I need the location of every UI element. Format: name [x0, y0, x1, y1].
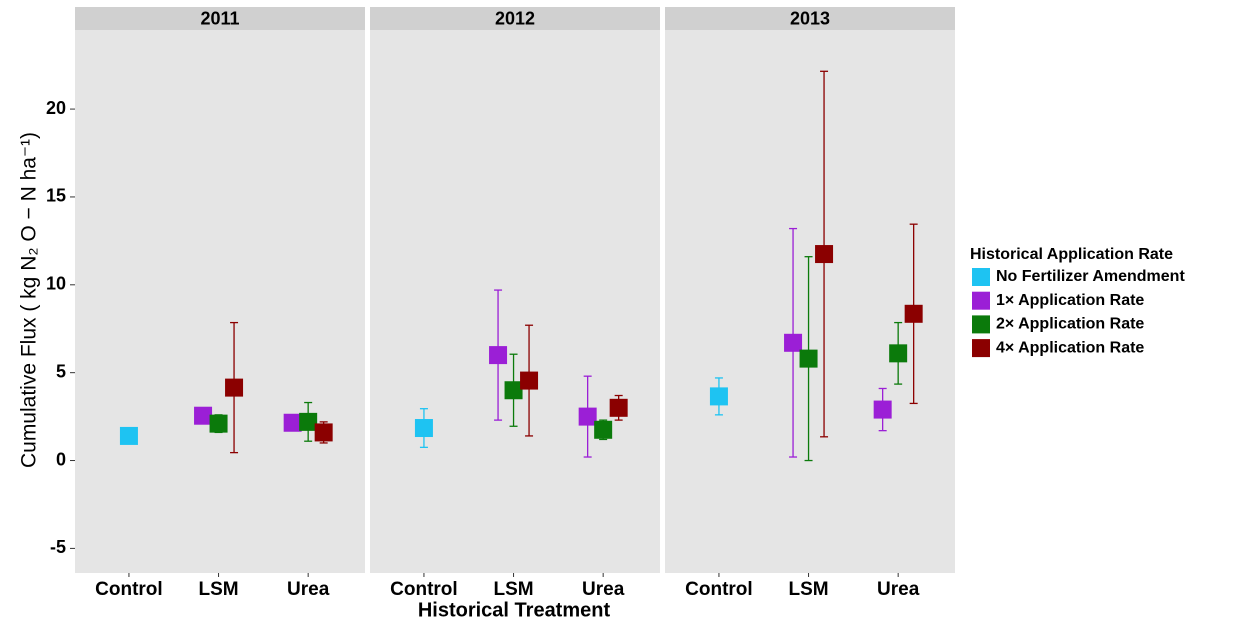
point [209, 414, 228, 433]
point [578, 407, 597, 426]
point [889, 344, 908, 363]
y-tick-label: 20 [46, 98, 66, 118]
legend-label: 1× Application Rate [996, 292, 1144, 309]
y-tick-label: 15 [46, 186, 66, 206]
x-tick-label: Control [95, 579, 163, 600]
point [299, 412, 318, 431]
legend-swatch [972, 315, 990, 334]
point [815, 245, 834, 264]
panel-background [75, 30, 365, 573]
panel-background [665, 30, 955, 573]
point [225, 378, 244, 397]
x-axis-label: Historical Treatment [418, 599, 611, 621]
legend-swatch [972, 291, 990, 310]
point [414, 419, 433, 438]
y-tick-label: -5 [50, 537, 66, 557]
point [609, 398, 628, 417]
x-tick-label: Urea [877, 579, 920, 600]
facet-strip [665, 7, 955, 30]
point [709, 387, 728, 406]
legend-title: Historical Application Rate [970, 246, 1173, 263]
y-tick-label: 0 [56, 449, 66, 469]
y-tick-label: 5 [56, 361, 66, 381]
panel-background [370, 30, 660, 573]
point [119, 426, 138, 445]
facet-title: 2013 [790, 8, 830, 28]
legend-label: 4× Application Rate [996, 339, 1144, 356]
x-tick-label: LSM [788, 579, 828, 600]
facet-strip [75, 7, 365, 30]
point [283, 413, 302, 432]
point [594, 420, 613, 439]
facet-strip [370, 7, 660, 30]
legend-label: No Fertilizer Amendment [996, 268, 1185, 285]
facet-title: 2012 [495, 8, 535, 28]
point [904, 304, 923, 323]
x-tick-label: Urea [582, 579, 625, 600]
point [194, 406, 213, 425]
x-tick-label: Control [390, 579, 458, 600]
legend-label: 2× Application Rate [996, 316, 1144, 333]
y-tick-label: 10 [46, 274, 66, 294]
point [873, 400, 892, 419]
x-tick-label: LSM [198, 579, 238, 600]
point [504, 381, 523, 400]
x-tick-label: Control [685, 579, 753, 600]
legend-swatch [972, 268, 990, 286]
facet-title: 2011 [200, 8, 239, 28]
point [314, 423, 333, 442]
x-tick-label: LSM [493, 579, 533, 600]
x-tick-label: Urea [287, 579, 330, 600]
point [784, 333, 803, 352]
point [520, 371, 539, 390]
y-axis-label: Cumulative Flux ( kg N₂ O − N ha⁻¹) [18, 132, 41, 468]
point [489, 346, 508, 365]
point [799, 349, 818, 368]
legend-swatch [972, 339, 990, 358]
